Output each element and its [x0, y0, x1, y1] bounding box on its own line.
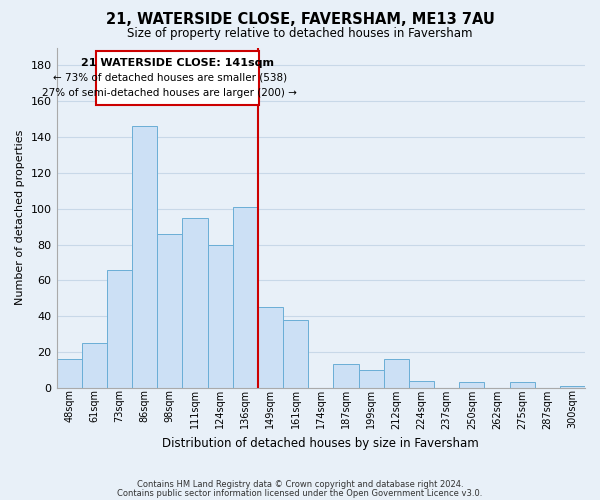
Text: Contains HM Land Registry data © Crown copyright and database right 2024.: Contains HM Land Registry data © Crown c…: [137, 480, 463, 489]
Bar: [334, 364, 359, 388]
Bar: [208, 244, 233, 388]
Bar: [258, 307, 283, 388]
Y-axis label: Number of detached properties: Number of detached properties: [15, 130, 25, 306]
Bar: [233, 207, 258, 388]
Bar: [359, 370, 383, 388]
Bar: [409, 380, 434, 388]
X-axis label: Distribution of detached houses by size in Faversham: Distribution of detached houses by size …: [163, 437, 479, 450]
Bar: [383, 359, 409, 388]
Bar: [132, 126, 157, 388]
Bar: [56, 359, 82, 388]
FancyBboxPatch shape: [95, 51, 259, 105]
Text: Contains public sector information licensed under the Open Government Licence v3: Contains public sector information licen…: [118, 488, 482, 498]
Bar: [283, 320, 308, 388]
Bar: [82, 343, 107, 388]
Text: Size of property relative to detached houses in Faversham: Size of property relative to detached ho…: [127, 28, 473, 40]
Bar: [459, 382, 484, 388]
Text: ← 73% of detached houses are smaller (538): ← 73% of detached houses are smaller (53…: [53, 73, 287, 83]
Text: 27% of semi-detached houses are larger (200) →: 27% of semi-detached houses are larger (…: [43, 88, 297, 98]
Bar: [157, 234, 182, 388]
Bar: [107, 270, 132, 388]
Bar: [182, 218, 208, 388]
Text: 21, WATERSIDE CLOSE, FAVERSHAM, ME13 7AU: 21, WATERSIDE CLOSE, FAVERSHAM, ME13 7AU: [106, 12, 494, 28]
Text: 21 WATERSIDE CLOSE: 141sqm: 21 WATERSIDE CLOSE: 141sqm: [81, 58, 274, 68]
Bar: [560, 386, 585, 388]
Bar: [509, 382, 535, 388]
